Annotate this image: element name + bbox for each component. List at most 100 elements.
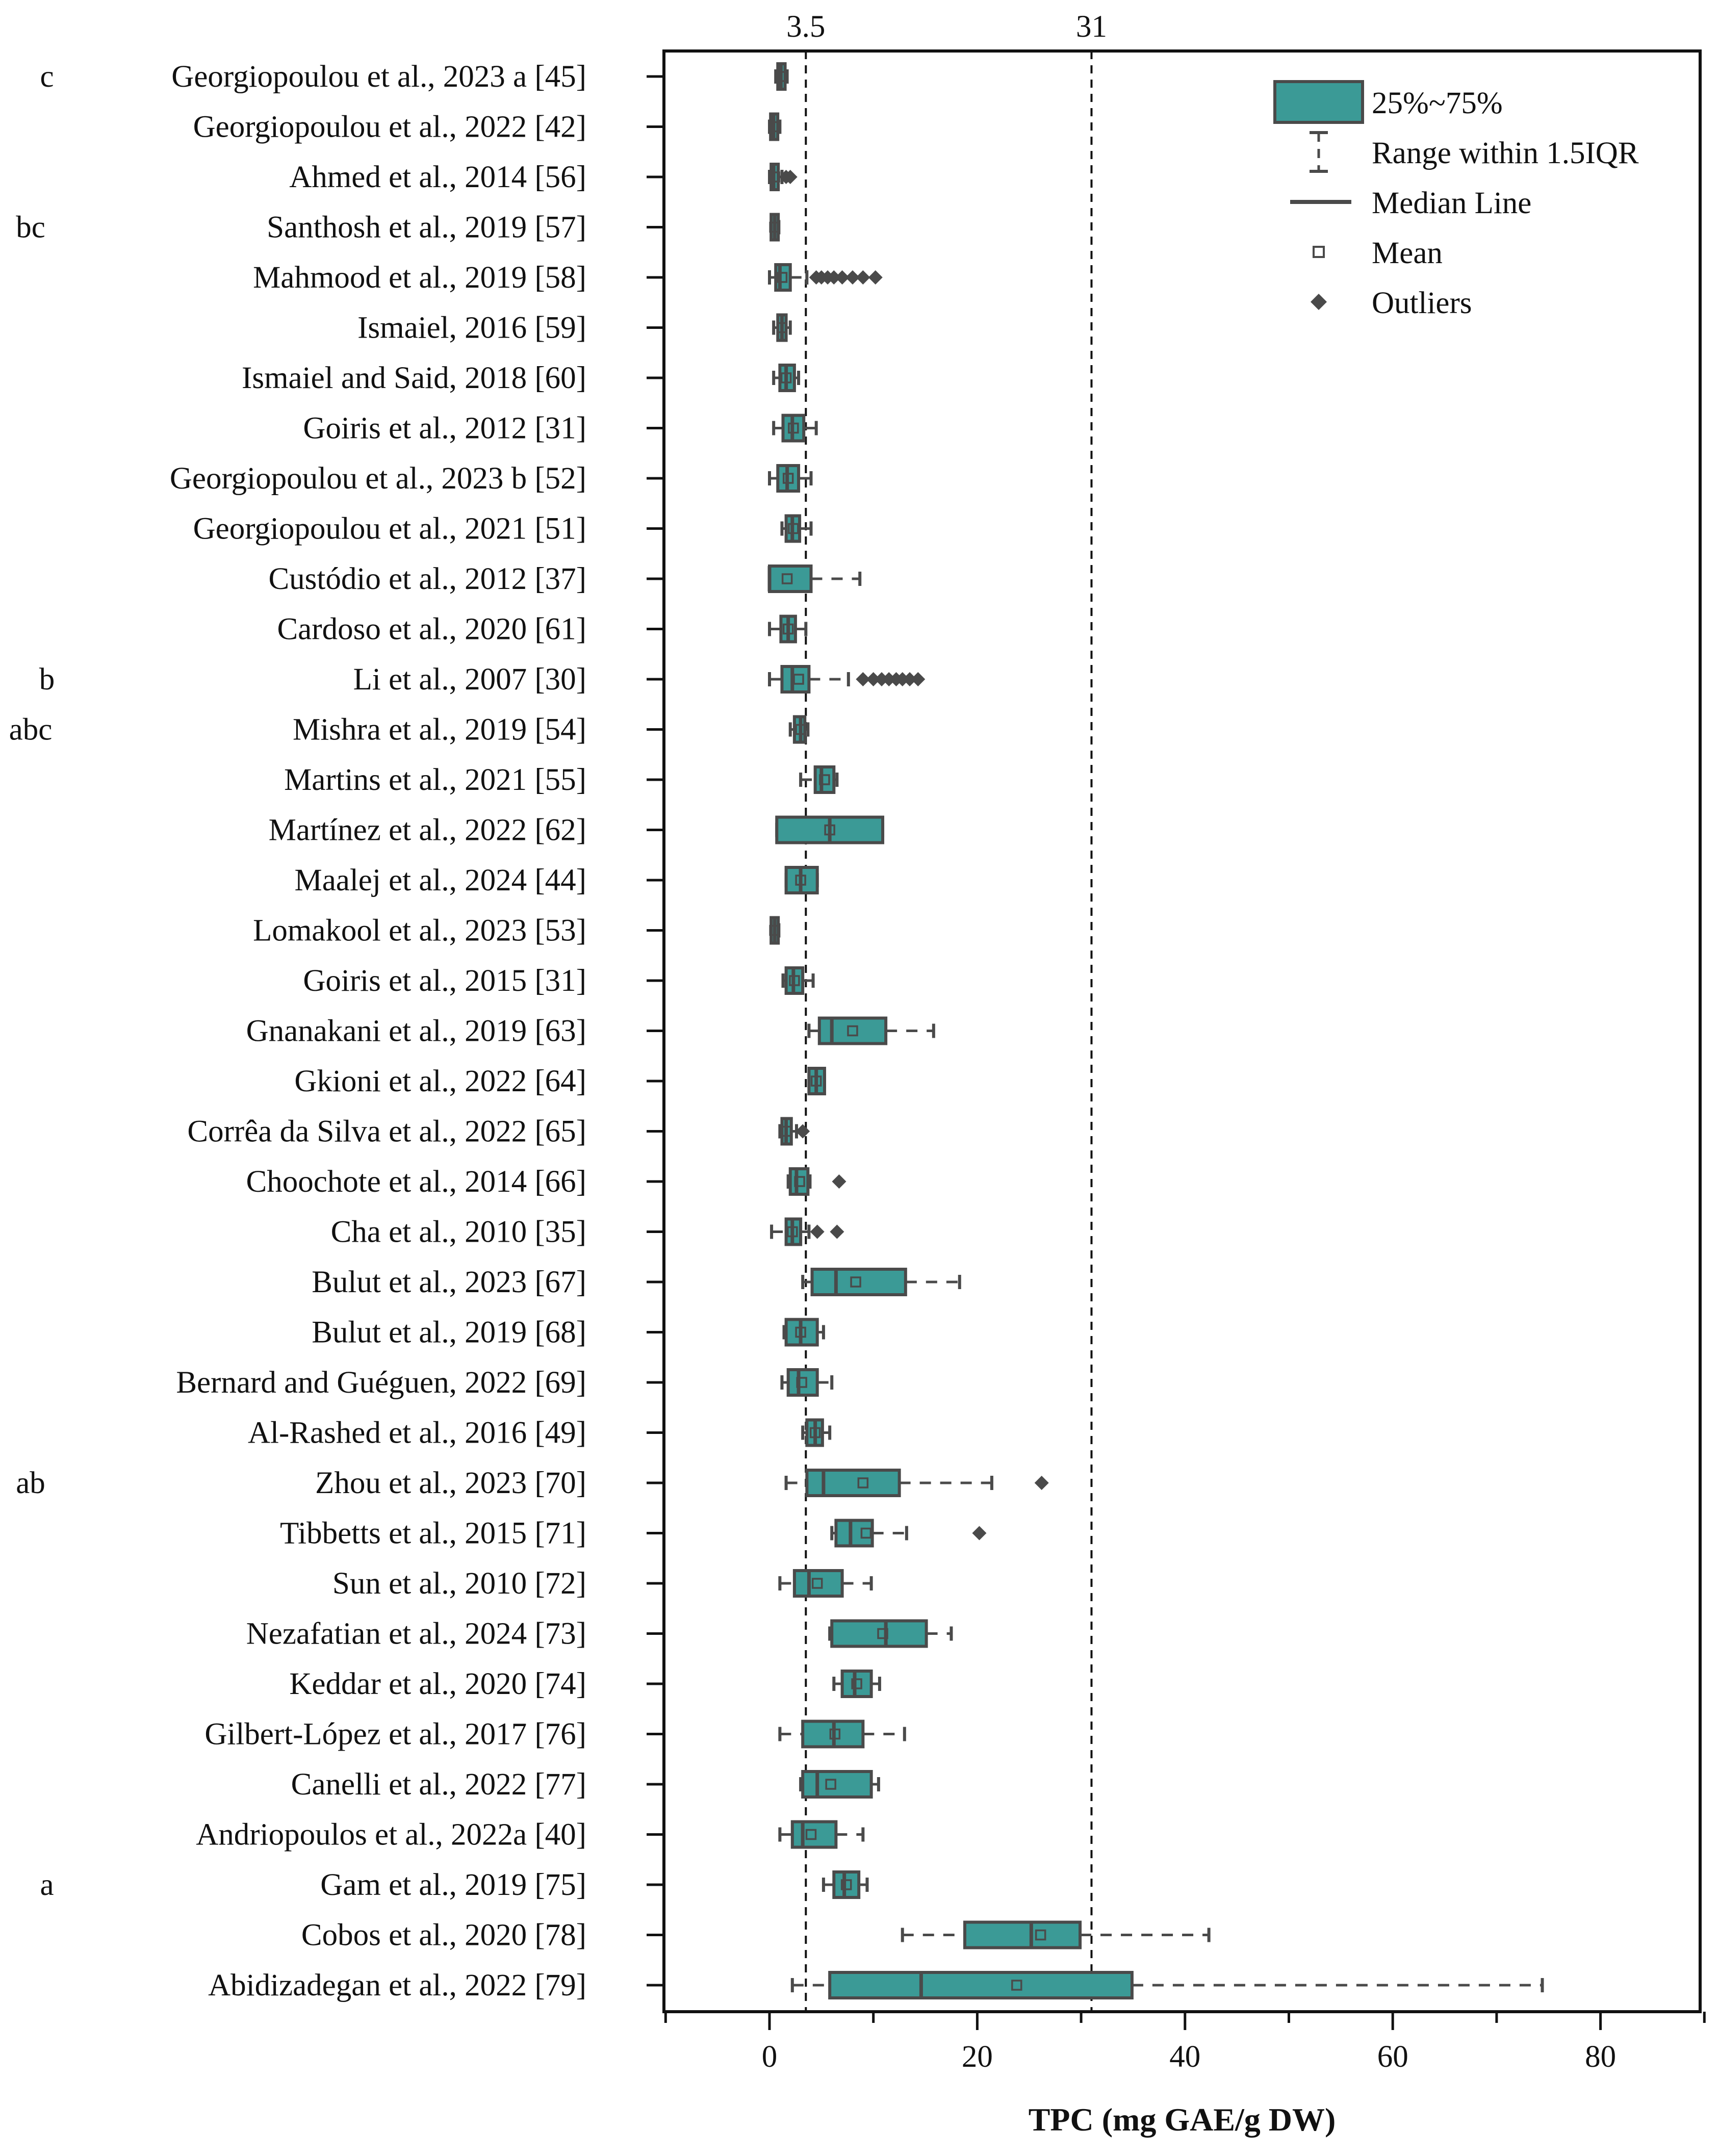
mean-marker bbox=[850, 1276, 861, 1288]
outlier-point bbox=[810, 1224, 825, 1239]
study-row bbox=[822, 1870, 869, 1899]
mean-marker bbox=[819, 774, 830, 785]
outlier-point bbox=[895, 672, 910, 686]
x-tick-label: 60 bbox=[1377, 2040, 1408, 2074]
mean-marker bbox=[847, 1025, 858, 1037]
study-row bbox=[781, 966, 815, 995]
study-label: Al-Rashed et al., 2016 [49] bbox=[248, 1416, 586, 1450]
study-row bbox=[828, 1619, 953, 1648]
study-label: Georgiopoulou et al., 2021 [51] bbox=[193, 512, 586, 546]
study-label: Martins et al., 2021 [55] bbox=[284, 763, 586, 797]
significance-letter: abc bbox=[9, 713, 53, 747]
mean-marker bbox=[809, 1427, 821, 1439]
study-row bbox=[788, 715, 810, 744]
study-row bbox=[780, 1368, 834, 1397]
mean-marker bbox=[775, 71, 787, 82]
study-row bbox=[768, 112, 782, 141]
study-label: Goiris et al., 2015 [31] bbox=[303, 964, 586, 998]
legend-symbol-outlier bbox=[1311, 294, 1327, 310]
study-row bbox=[768, 614, 808, 644]
study-label: Tibbetts et al., 2015 [71] bbox=[280, 1517, 586, 1551]
mean-marker bbox=[776, 272, 788, 283]
legend-symbol-box bbox=[1273, 80, 1364, 124]
x-tick-label: 20 bbox=[962, 2040, 993, 2074]
outlier-point bbox=[1034, 1476, 1049, 1490]
study-row bbox=[772, 414, 818, 443]
x-axis-title: TPC (mg GAE/g DW) bbox=[1029, 2101, 1336, 2138]
study-row bbox=[790, 1971, 1544, 1999]
study-label: Andriopoulos et al., 2022a [40] bbox=[196, 1818, 586, 1852]
study-label: Cobos et al., 2020 [78] bbox=[301, 1918, 586, 1953]
mean-marker bbox=[1035, 1929, 1046, 1941]
mean-marker bbox=[780, 372, 792, 383]
outlier-point bbox=[856, 270, 870, 285]
study-row bbox=[799, 1770, 880, 1799]
mean-marker bbox=[840, 1879, 852, 1890]
mean-marker bbox=[811, 1578, 823, 1589]
study-label: Ismaiel, 2016 [59] bbox=[357, 311, 586, 345]
study-row bbox=[768, 163, 798, 191]
study-label: Mishra et al., 2019 [54] bbox=[293, 713, 586, 747]
mean-marker bbox=[825, 1779, 836, 1790]
study-row bbox=[782, 1318, 825, 1347]
mean-marker bbox=[782, 473, 794, 484]
study-row bbox=[778, 1820, 865, 1849]
study-row bbox=[778, 1117, 810, 1146]
mean-marker bbox=[795, 875, 806, 886]
study-row bbox=[778, 1569, 873, 1598]
mean-marker bbox=[829, 1728, 841, 1740]
outlier-point bbox=[868, 270, 883, 285]
mean-marker bbox=[782, 623, 794, 635]
study-label: Goiris et al., 2012 [31] bbox=[303, 412, 586, 446]
study-row bbox=[784, 866, 819, 894]
outlier-point bbox=[882, 672, 896, 686]
outlier-point bbox=[835, 270, 850, 285]
iqr-box bbox=[963, 1920, 1082, 1949]
mean-marker bbox=[768, 121, 779, 133]
mean-marker bbox=[805, 1829, 817, 1840]
study-label: Li et al., 2007 [30] bbox=[353, 662, 586, 697]
study-label: Lomakool et al., 2023 [53] bbox=[253, 914, 586, 948]
study-row bbox=[768, 263, 883, 292]
mean-marker bbox=[824, 824, 835, 836]
study-label: Santhosh et al., 2019 [57] bbox=[267, 211, 586, 245]
outlier-point bbox=[827, 270, 841, 285]
legend-label: 25%~75% bbox=[1372, 86, 1503, 120]
study-label: Choochote et al., 2014 [66] bbox=[246, 1165, 586, 1199]
iqr-box bbox=[834, 1519, 874, 1548]
study-row bbox=[778, 1719, 906, 1749]
significance-groups: c bc b abc ab a bbox=[9, 60, 55, 1902]
iqr-box bbox=[810, 1268, 907, 1296]
legend-label: Mean bbox=[1372, 236, 1443, 270]
reference-lines: 3.5 31 bbox=[786, 10, 1107, 2012]
iqr-box bbox=[792, 1569, 844, 1598]
study-label: Zhou et al., 2023 [70] bbox=[315, 1466, 586, 1500]
study-label: Ismaiel and Said, 2018 [60] bbox=[242, 361, 586, 395]
legend-outlier-marker bbox=[1311, 294, 1327, 310]
iqr-box bbox=[840, 1670, 873, 1698]
study-row bbox=[772, 364, 801, 392]
mean-marker bbox=[769, 221, 780, 233]
mean-marker bbox=[851, 1678, 862, 1689]
study-row bbox=[770, 1217, 844, 1246]
iqr-box bbox=[813, 765, 836, 794]
outlier-point bbox=[874, 672, 889, 686]
significance-letter: bc bbox=[16, 211, 45, 245]
study-row bbox=[832, 1670, 881, 1698]
legend-mean-marker bbox=[1313, 246, 1325, 258]
significance-letter: c bbox=[40, 60, 54, 94]
mean-marker bbox=[795, 724, 806, 735]
study-row bbox=[830, 1519, 987, 1548]
study-label: Cardoso et al., 2020 [61] bbox=[277, 612, 587, 647]
x-tick-label: 80 bbox=[1585, 2040, 1616, 2074]
x-tick-label: 0 bbox=[762, 2040, 778, 2074]
study-label: Maalej et al., 2024 [44] bbox=[294, 863, 586, 897]
study-row bbox=[807, 1067, 826, 1095]
legend-label: Range within 1.5IQR bbox=[1372, 136, 1639, 170]
study-row bbox=[801, 1268, 961, 1296]
study-row bbox=[901, 1920, 1211, 1949]
significance-letter: a bbox=[40, 1868, 54, 1902]
iqr-box bbox=[832, 1870, 861, 1899]
study-label: Canelli et al., 2022 [77] bbox=[291, 1767, 586, 1802]
study-label: Abidizadegan et al., 2022 [79] bbox=[208, 1968, 586, 2003]
